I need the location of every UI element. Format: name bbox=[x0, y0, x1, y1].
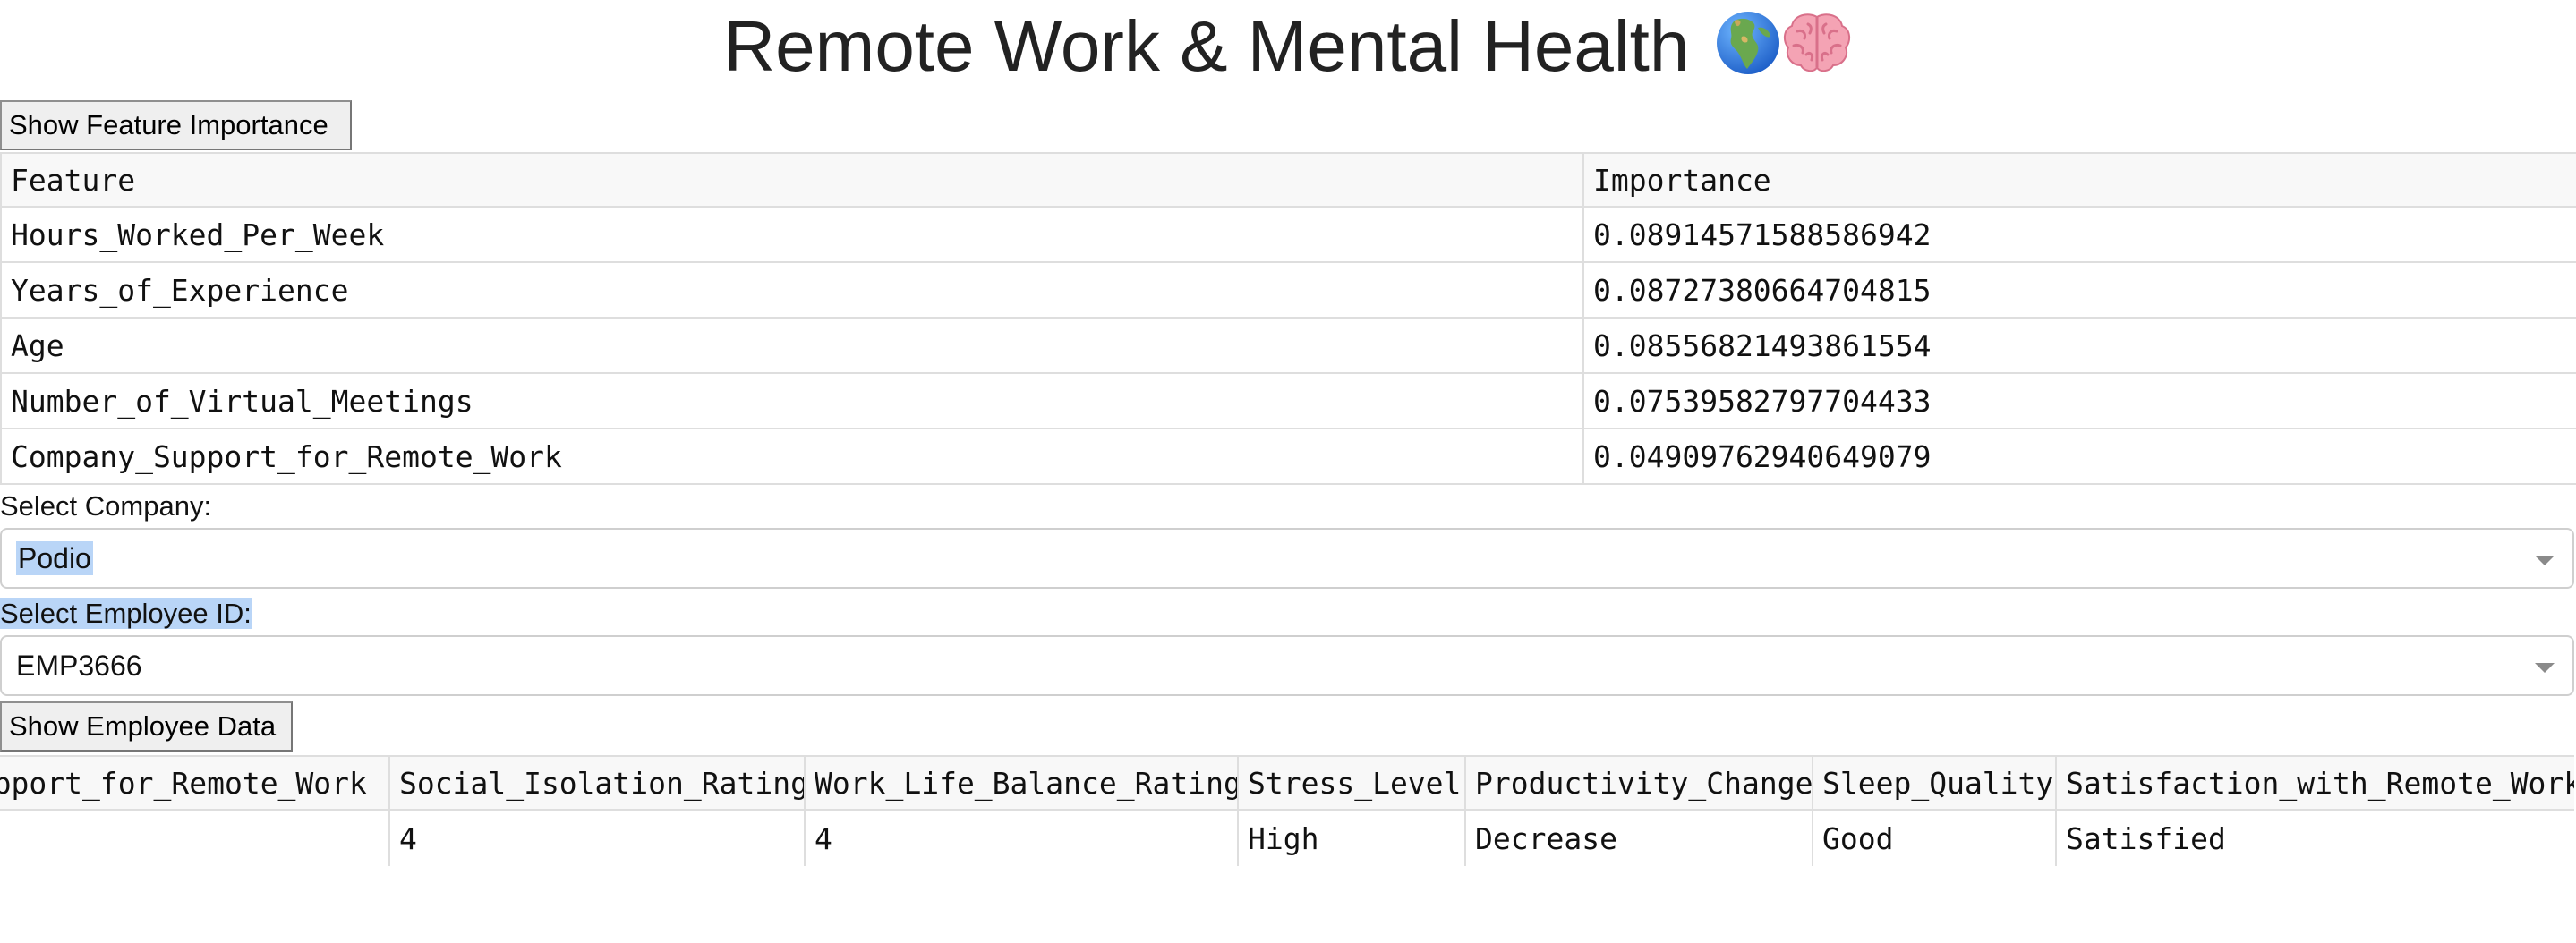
column-header[interactable]: Stress_Level bbox=[1237, 755, 1466, 811]
select-company-label: Select Company: bbox=[0, 490, 212, 522]
table-cell: Decrease bbox=[1464, 809, 1813, 866]
table-header-row: Feature Importance bbox=[0, 152, 2576, 208]
table-row: Number_of_Virtual_Meetings 0.07539582797… bbox=[0, 372, 2576, 429]
table-row: Age 0.08556821493861554 bbox=[0, 317, 2576, 374]
employee-select-value: EMP3666 bbox=[16, 650, 142, 682]
column-header[interactable]: Productivity_Change bbox=[1464, 755, 1813, 811]
show-employee-data-button[interactable]: Show Employee Data bbox=[0, 701, 293, 752]
table-cell bbox=[0, 809, 390, 866]
importance-value-cell: 0.08556821493861554 bbox=[1582, 317, 2576, 374]
table-row: Company_Support_for_Remote_Work 0.049097… bbox=[0, 428, 2576, 485]
table-row: 4 4 High Decrease Good Satisfied bbox=[0, 809, 2574, 866]
chevron-down-icon[interactable] bbox=[2535, 663, 2555, 673]
feature-name-cell: Number_of_Virtual_Meetings bbox=[0, 372, 1584, 429]
feature-name-cell: Hours_Worked_Per_Week bbox=[0, 206, 1584, 263]
employee-select[interactable]: EMP3666 bbox=[0, 635, 2574, 696]
table-row: Hours_Worked_Per_Week 0.0891457158858694… bbox=[0, 206, 2576, 263]
feature-name-cell: Company_Support_for_Remote_Work bbox=[0, 428, 1584, 485]
importance-value-cell: 0.08727380664704815 bbox=[1582, 261, 2576, 319]
table-row: Years_of_Experience 0.08727380664704815 bbox=[0, 261, 2576, 319]
company-select-value: Podio bbox=[16, 541, 93, 575]
column-header[interactable]: Company_Support_for_Remote_Work bbox=[0, 755, 390, 811]
column-header[interactable]: Social_Isolation_Rating bbox=[388, 755, 806, 811]
table-cell: 4 bbox=[804, 809, 1239, 866]
feature-name-cell: Age bbox=[0, 317, 1584, 374]
page-title: Remote Work & Mental Health bbox=[0, 4, 2576, 95]
page-title-text: Remote Work & Mental Health bbox=[723, 6, 1690, 86]
globe-europe-africa-icon bbox=[1715, 9, 1781, 95]
importance-value-cell: 0.08914571588586942 bbox=[1582, 206, 2576, 263]
column-header[interactable]: Work_Life_Balance_Rating bbox=[804, 755, 1239, 811]
importance-value-cell: 0.07539582797704433 bbox=[1582, 372, 2576, 429]
feature-name-cell: Years_of_Experience bbox=[0, 261, 1584, 319]
employee-data-table: Company_Support_for_Remote_Work Social_I… bbox=[0, 755, 2574, 866]
brain-icon bbox=[1781, 9, 1853, 95]
table-header-row: Company_Support_for_Remote_Work Social_I… bbox=[0, 755, 2574, 811]
column-header[interactable]: Sleep_Quality bbox=[1812, 755, 2057, 811]
column-header-importance[interactable]: Importance bbox=[1582, 152, 2576, 208]
select-employee-label: Select Employee ID: bbox=[0, 596, 252, 632]
column-header-feature[interactable]: Feature bbox=[0, 152, 1584, 208]
importance-value-cell: 0.04909762940649079 bbox=[1582, 428, 2576, 485]
table-cell: 4 bbox=[388, 809, 806, 866]
chevron-down-icon[interactable] bbox=[2535, 556, 2555, 565]
table-cell: Good bbox=[1812, 809, 2057, 866]
column-header[interactable]: Satisfaction_with_Remote_Work bbox=[2055, 755, 2574, 811]
select-employee-label-text: Select Employee ID: bbox=[0, 598, 252, 629]
employee-data-table-scroll[interactable]: Company_Support_for_Remote_Work Social_I… bbox=[0, 755, 2574, 866]
company-select[interactable]: Podio bbox=[0, 528, 2574, 589]
show-feature-importance-button[interactable]: Show Feature Importance bbox=[0, 100, 352, 150]
table-cell: Satisfied bbox=[2055, 809, 2574, 866]
feature-importance-table: Feature Importance Hours_Worked_Per_Week… bbox=[0, 152, 2576, 485]
table-cell: High bbox=[1237, 809, 1466, 866]
